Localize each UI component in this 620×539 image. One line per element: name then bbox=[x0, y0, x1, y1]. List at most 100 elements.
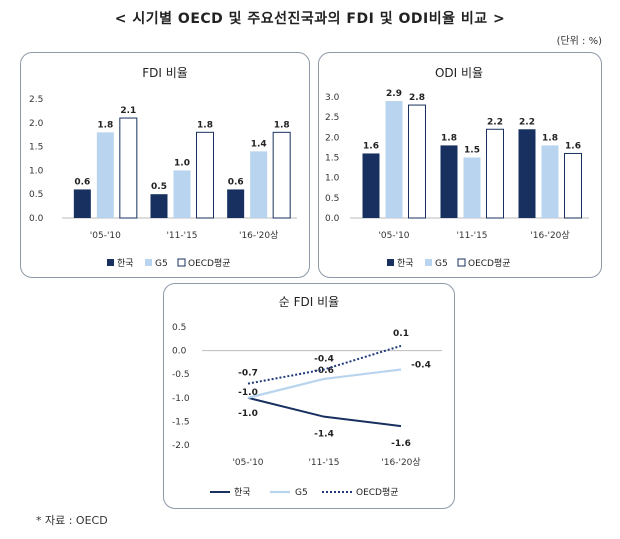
bar-G5 bbox=[173, 170, 191, 218]
bar-OECD평균 bbox=[486, 128, 504, 219]
source-note: * 자료 : OECD bbox=[36, 514, 108, 527]
unit-label: (단위 : %) bbox=[556, 36, 602, 47]
bar-value-label: 2.2 bbox=[487, 117, 503, 127]
net-fdi-chart: 순 FDI 비율 0.5 0.0 -0.5 -1.0 -1.5 -2.0 -1.0 -1.4 -1… bbox=[172, 295, 442, 498]
legend-swatch bbox=[145, 259, 152, 266]
bar-OECD평균 bbox=[119, 117, 138, 219]
bar-G5 bbox=[385, 101, 403, 218]
legend-label: 한국 bbox=[117, 258, 134, 269]
y-tick-label: 2.0 bbox=[325, 133, 340, 143]
bar-G5 bbox=[96, 132, 114, 218]
y-tick-label: -2.0 bbox=[172, 441, 190, 451]
point-value-label: -1.0 bbox=[238, 388, 258, 398]
legend-label: 한국 bbox=[234, 487, 251, 498]
bar-한국 bbox=[227, 189, 245, 218]
legend-label: OECD평균 bbox=[188, 258, 231, 269]
y-tick-label: 0.0 bbox=[325, 214, 340, 224]
bar-value-label: 1.0 bbox=[174, 158, 190, 168]
bar-OECD평균 bbox=[196, 131, 214, 219]
legend-swatch bbox=[107, 259, 114, 266]
x-tick-label: '05-'10 bbox=[90, 231, 121, 241]
y-tick-label: 3.0 bbox=[325, 93, 340, 103]
bar-G5 bbox=[250, 151, 268, 218]
chart-title: 순 FDI 비율 bbox=[279, 295, 339, 309]
legend-swatch bbox=[177, 258, 186, 267]
point-value-label: -0.4 bbox=[314, 354, 334, 364]
x-tick-label: '16-'20상 bbox=[239, 230, 278, 241]
point-value-label: 0.1 bbox=[393, 329, 409, 339]
bar-OECD평균 bbox=[408, 104, 426, 219]
legend-label: OECD평균 bbox=[468, 258, 511, 269]
bar-value-label: 0.5 bbox=[151, 182, 167, 192]
bar-G5 bbox=[541, 145, 559, 218]
legend-swatch bbox=[387, 259, 394, 266]
fdi-chart: FDI 비율 2.5 2.0 1.5 1.0 0.5 0.0 0.6 1.8 2.1 '05-'10… bbox=[29, 66, 297, 269]
y-tick-label: 0.5 bbox=[325, 194, 339, 204]
y-tick-label: 0.0 bbox=[29, 214, 44, 224]
x-tick-label: '11-'15 bbox=[456, 231, 487, 241]
line-OECD평균 bbox=[247, 344, 402, 385]
bar-한국 bbox=[440, 145, 458, 218]
y-tick-label: 1.0 bbox=[325, 174, 340, 184]
bar-한국 bbox=[73, 189, 91, 218]
bar-value-label: 2.1 bbox=[120, 106, 136, 116]
bar-value-label: 1.6 bbox=[565, 141, 581, 151]
y-tick-label: 0.5 bbox=[29, 190, 43, 200]
x-tick-label: '16-'20상 bbox=[381, 457, 420, 468]
point-value-label: -0.4 bbox=[411, 360, 431, 370]
bar-value-label: 1.8 bbox=[274, 120, 290, 130]
chart-title: FDI 비율 bbox=[142, 66, 188, 80]
y-tick-label: 1.0 bbox=[29, 166, 44, 176]
y-tick-label: -0.5 bbox=[172, 370, 190, 380]
bar-value-label: 2.8 bbox=[409, 93, 425, 103]
x-tick-label: '05-'10 bbox=[378, 231, 409, 241]
line-한국 bbox=[247, 396, 402, 428]
point-value-label: -1.6 bbox=[391, 439, 411, 449]
bar-value-label: 2.9 bbox=[386, 89, 402, 99]
legend-label: 한국 bbox=[397, 258, 414, 269]
y-tick-label: 2.5 bbox=[29, 95, 43, 105]
legend-label: G5 bbox=[295, 488, 308, 498]
x-tick-label: '11-'15 bbox=[308, 458, 339, 468]
fdi-chart-panel: FDI 비율 2.5 2.0 1.5 1.0 0.5 0.0 0.6 1.8 2.1 '05-'10… bbox=[20, 52, 310, 278]
y-tick-label: 0.0 bbox=[172, 347, 187, 357]
bar-value-label: 1.5 bbox=[464, 146, 480, 156]
bar-value-label: 2.2 bbox=[519, 117, 535, 127]
legend-label: OECD평균 bbox=[356, 487, 399, 498]
x-tick-label: '11-'15 bbox=[166, 231, 197, 241]
page-title: < 시기별 OECD 및 주요선진국과의 FDI 및 ODI비율 비교 > bbox=[114, 11, 506, 27]
odi-chart-panel: ODI 비율 3.0 2.5 2.0 1.5 1.0 0.5 0.0 1.6 2.9 2.8 '05-… bbox=[318, 52, 602, 278]
point-value-label: -1.4 bbox=[314, 430, 334, 440]
bar-한국 bbox=[362, 153, 380, 218]
legend-swatch bbox=[457, 258, 466, 267]
bar-value-label: 1.8 bbox=[197, 120, 213, 130]
point-value-label: -0.7 bbox=[238, 369, 258, 379]
bar-value-label: 1.4 bbox=[251, 139, 267, 149]
legend-swatch bbox=[425, 259, 432, 266]
x-tick-label: '05-'10 bbox=[232, 458, 263, 468]
bar-OECD평균 bbox=[564, 152, 582, 219]
bar-value-label: 1.8 bbox=[542, 133, 558, 143]
point-value-label: -0.6 bbox=[314, 366, 334, 376]
bar-value-label: 1.8 bbox=[441, 133, 457, 143]
bar-G5 bbox=[463, 157, 481, 218]
y-tick-label: 2.5 bbox=[325, 113, 339, 123]
y-tick-label: 1.5 bbox=[325, 154, 339, 164]
chart-title: ODI 비율 bbox=[435, 66, 483, 80]
y-tick-label: 2.0 bbox=[29, 119, 44, 129]
line-G5 bbox=[247, 368, 402, 399]
bar-value-label: 0.6 bbox=[74, 177, 90, 187]
bar-value-label: 1.8 bbox=[97, 120, 113, 130]
bar-value-label: 1.6 bbox=[363, 141, 379, 151]
bar-value-label: 0.6 bbox=[228, 177, 244, 187]
bar-한국 bbox=[150, 194, 168, 218]
y-tick-label: 0.5 bbox=[172, 323, 186, 333]
y-tick-label: 1.5 bbox=[29, 143, 43, 153]
legend-label: G5 bbox=[435, 259, 448, 269]
legend-label: G5 bbox=[155, 259, 168, 269]
x-tick-label: '16-'20상 bbox=[530, 230, 569, 241]
odi-chart: ODI 비율 3.0 2.5 2.0 1.5 1.0 0.5 0.0 1.6 2.9 2.8 '05-… bbox=[325, 66, 589, 269]
point-value-label: -1.0 bbox=[238, 409, 258, 419]
bar-한국 bbox=[518, 129, 536, 218]
y-tick-label: -1.0 bbox=[172, 394, 190, 404]
